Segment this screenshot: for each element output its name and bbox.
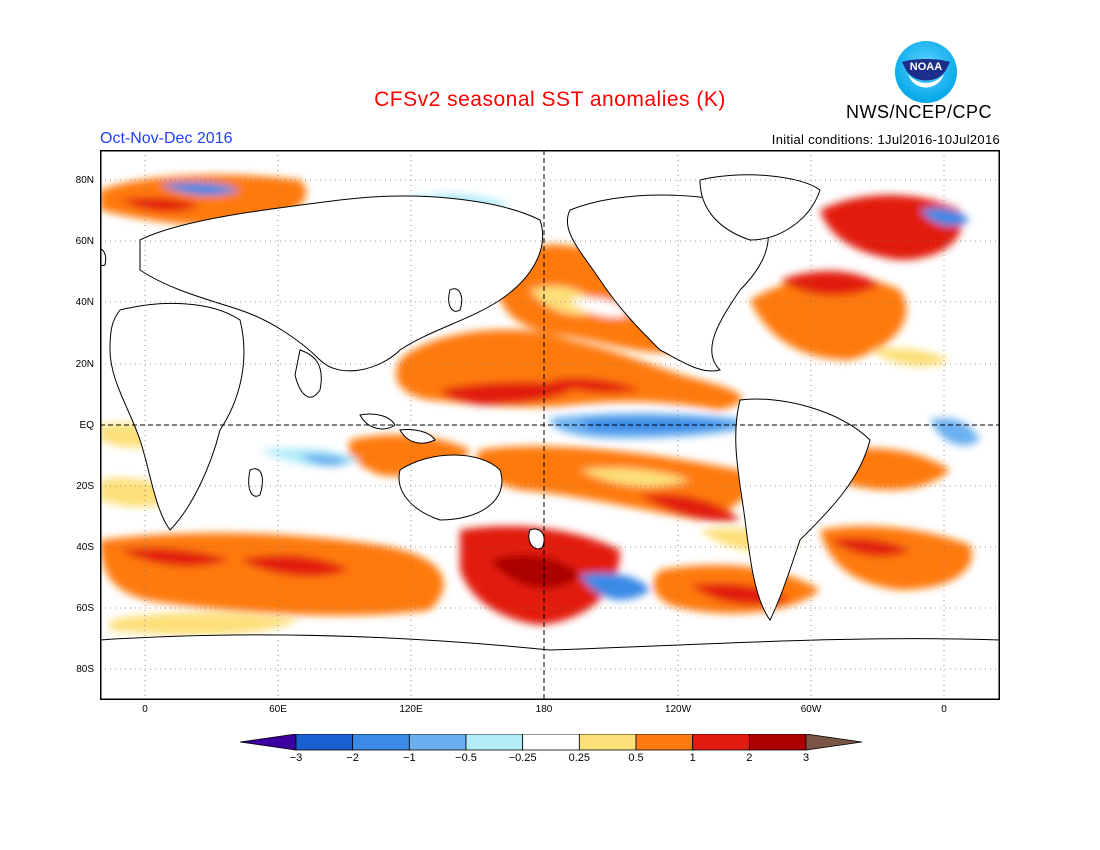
- colorbar-label: −2: [346, 752, 359, 764]
- colorbar-label: −0.5: [455, 752, 477, 764]
- lon-label-60w: 60W: [800, 704, 822, 715]
- lon-label-120e: 120E: [399, 704, 423, 715]
- lat-label-60n: 60N: [75, 236, 94, 247]
- lat-label-80s: 80S: [76, 664, 94, 675]
- colorbar-swatch-min: [240, 734, 297, 751]
- lon-label-180: 180: [535, 704, 553, 715]
- colorbar-label: 0.5: [628, 752, 644, 764]
- lon-label-60e: 60E: [269, 704, 287, 715]
- colorbar-swatch: [692, 734, 750, 751]
- agency-label: NWS/NCEP/CPC: [846, 102, 993, 122]
- colorbar-swatch: [522, 734, 580, 751]
- initial-conditions: Initial conditions: 1Jul2016-10Jul2016: [771, 132, 1000, 147]
- colorbar-label: 2: [746, 752, 753, 764]
- noaa-logo: NOAA: [895, 41, 957, 103]
- season-label: Oct-Nov-Dec 2016: [100, 130, 233, 147]
- lon-label-0-east: 0: [941, 704, 947, 715]
- colorbar-label: −3: [289, 752, 303, 764]
- colorbar-label: 3: [802, 752, 810, 764]
- colorbar-swatch: [352, 734, 410, 751]
- colorbar-swatch-max: [805, 734, 862, 751]
- colorbar-swatch: [635, 734, 694, 751]
- colorbar-swatch: [578, 734, 637, 751]
- lat-label-60s: 60S: [76, 603, 94, 614]
- lat-label-20n: 20N: [75, 359, 94, 370]
- colorbar-label: −1: [403, 752, 416, 764]
- colorbar-label: 1: [689, 752, 696, 764]
- map-frame: [100, 150, 1000, 700]
- colorbar-label: 0.25: [568, 752, 591, 764]
- colorbar-swatch: [408, 734, 467, 751]
- colorbar-swatch: [295, 734, 354, 751]
- sst-anomaly-map: [100, 150, 1000, 700]
- lat-label-20s: 20S: [76, 481, 94, 492]
- map-title: CFSv2 seasonal SST anomalies (K): [374, 88, 726, 111]
- svg-text:NOAA: NOAA: [910, 61, 942, 73]
- colorbar-swatch: [748, 734, 807, 751]
- lat-label-40s: 40S: [76, 542, 94, 553]
- lon-label-120w: 120W: [664, 704, 692, 715]
- lat-label-80n: 80N: [75, 175, 94, 186]
- lat-label-40n: 40N: [75, 297, 94, 308]
- lat-label-eq: EQ: [79, 420, 94, 431]
- coastlines: [100, 174, 1000, 700]
- colorbar-label: −0.25: [508, 752, 537, 764]
- anomaly-field: [100, 174, 1000, 700]
- colorbar: [240, 734, 862, 751]
- lon-label-0: 0: [142, 704, 148, 715]
- colorbar-swatch: [465, 734, 524, 751]
